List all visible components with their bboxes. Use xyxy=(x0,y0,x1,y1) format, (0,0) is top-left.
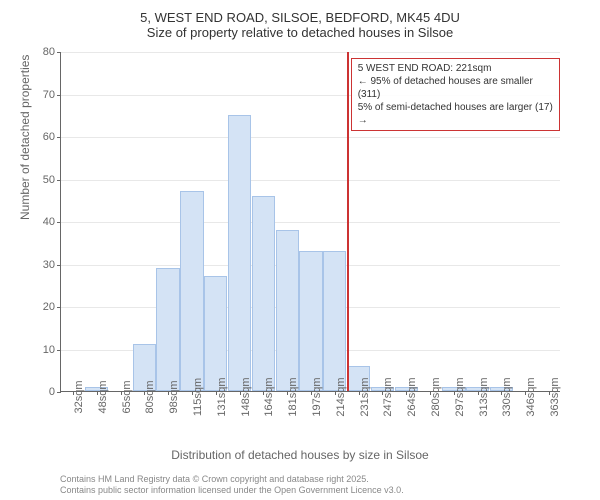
plot-region: 0102030405060708032sqm48sqm65sqm80sqm98s… xyxy=(60,52,560,392)
grid-line xyxy=(61,180,560,181)
x-tick-label: 363sqm xyxy=(549,377,561,416)
y-tick-label: 60 xyxy=(43,131,55,143)
bar xyxy=(252,196,275,392)
y-tick-mark xyxy=(57,350,61,351)
bar xyxy=(276,230,299,392)
y-tick-mark xyxy=(57,180,61,181)
grid-line xyxy=(61,222,560,223)
title-line-2: Size of property relative to detached ho… xyxy=(0,25,600,40)
y-tick-label: 30 xyxy=(43,259,55,271)
y-tick-label: 80 xyxy=(43,46,55,58)
footnote: Contains HM Land Registry data © Crown c… xyxy=(60,474,404,496)
x-tick-label: 330sqm xyxy=(501,377,513,416)
chart-title: 5, WEST END ROAD, SILSOE, BEDFORD, MK45 … xyxy=(0,0,600,44)
y-tick-label: 10 xyxy=(43,344,55,356)
x-tick-label: 231sqm xyxy=(359,377,371,416)
x-tick-label: 48sqm xyxy=(97,380,109,413)
x-tick-label: 214sqm xyxy=(335,377,347,416)
callout-box: 5 WEST END ROAD: 221sqm← 95% of detached… xyxy=(351,58,560,131)
x-tick-label: 80sqm xyxy=(144,380,156,413)
y-tick-mark xyxy=(57,392,61,393)
x-tick-label: 346sqm xyxy=(525,377,537,416)
x-tick-label: 181sqm xyxy=(287,377,299,416)
bar xyxy=(204,276,227,391)
bar xyxy=(228,115,251,391)
y-tick-mark xyxy=(57,265,61,266)
y-tick-label: 50 xyxy=(43,174,55,186)
x-tick-label: 313sqm xyxy=(478,377,490,416)
x-tick-label: 65sqm xyxy=(121,380,133,413)
footnote-line-1: Contains HM Land Registry data © Crown c… xyxy=(60,474,404,485)
chart-plot-area: 0102030405060708032sqm48sqm65sqm80sqm98s… xyxy=(60,52,560,392)
x-tick-label: 297sqm xyxy=(454,377,466,416)
y-axis-label: Number of detached properties xyxy=(18,55,32,220)
callout-line-2: ← 95% of detached houses are smaller (31… xyxy=(358,75,553,101)
y-tick-label: 70 xyxy=(43,89,55,101)
y-tick-mark xyxy=(57,95,61,96)
x-tick-label: 197sqm xyxy=(311,377,323,416)
grid-line xyxy=(61,52,560,53)
title-line-1: 5, WEST END ROAD, SILSOE, BEDFORD, MK45 … xyxy=(0,10,600,25)
x-tick-label: 131sqm xyxy=(216,377,228,416)
x-tick-label: 164sqm xyxy=(263,377,275,416)
x-tick-label: 280sqm xyxy=(430,377,442,416)
x-tick-label: 115sqm xyxy=(192,378,204,416)
y-tick-mark xyxy=(57,307,61,308)
y-tick-label: 20 xyxy=(43,301,55,313)
y-tick-mark xyxy=(57,137,61,138)
x-tick-label: 98sqm xyxy=(168,380,180,413)
callout-line-1: 5 WEST END ROAD: 221sqm xyxy=(358,62,553,75)
bar xyxy=(180,191,203,391)
callout-line-3: 5% of semi-detached houses are larger (1… xyxy=(358,101,553,127)
bar xyxy=(299,251,322,391)
x-tick-label: 148sqm xyxy=(240,377,252,416)
bar xyxy=(156,268,179,391)
grid-line xyxy=(61,137,560,138)
footnote-line-2: Contains public sector information licen… xyxy=(60,485,404,496)
y-tick-mark xyxy=(57,52,61,53)
y-tick-mark xyxy=(57,222,61,223)
x-axis-label: Distribution of detached houses by size … xyxy=(0,448,600,462)
y-tick-label: 40 xyxy=(43,216,55,228)
y-tick-label: 0 xyxy=(49,386,55,398)
x-tick-label: 32sqm xyxy=(73,380,85,413)
reference-line xyxy=(347,52,349,391)
x-tick-label: 247sqm xyxy=(382,377,394,416)
bar xyxy=(323,251,346,391)
x-tick-label: 264sqm xyxy=(406,377,418,416)
